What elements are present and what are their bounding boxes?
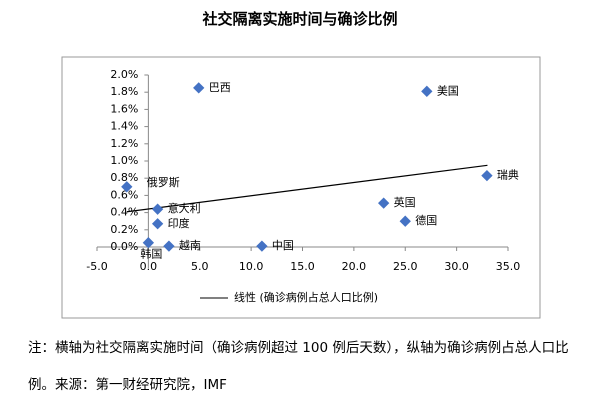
- x-tick-label: 10.0: [239, 260, 264, 273]
- chart-title: 社交隔离实施时间与确诊比例: [201, 10, 397, 28]
- point-label: 瑞典: [497, 168, 519, 182]
- x-tick-label: 0.0: [140, 260, 158, 273]
- x-tick-label: 5.0: [191, 260, 209, 273]
- point-label: 越南: [179, 238, 201, 252]
- point-label: 德国: [415, 213, 437, 227]
- y-tick-label: 1.2%: [110, 137, 138, 150]
- x-tick-label: 20.0: [342, 260, 367, 273]
- point: [151, 203, 164, 215]
- point: [193, 82, 205, 94]
- point: [378, 197, 390, 209]
- x-tick-label: 35.0: [496, 260, 521, 273]
- trendline: [126, 164, 488, 213]
- point: [151, 218, 164, 230]
- legend-label: 线性 (确诊病例占总人口比例): [234, 290, 378, 304]
- note: 注：横轴为社交隔离实施时间（确诊病例超过 100 例后天数），纵轴为确诊病例占总…: [28, 340, 569, 393]
- point-label: 意大利: [168, 201, 201, 215]
- point: [399, 215, 411, 227]
- point-label: 中国: [272, 239, 294, 252]
- x-tick-label: 25.0: [393, 260, 418, 273]
- point: [421, 85, 433, 97]
- point: [142, 237, 155, 249]
- point: [256, 240, 268, 252]
- point: [481, 169, 493, 182]
- chart: 社交隔离实施时间与确诊比例 0.0% 0.2% 0.4% 0.6% 0.8% 1.0% 1.…: [61, 10, 541, 319]
- y-tick-label: 1.6%: [110, 102, 138, 115]
- point-label: 巴西: [209, 81, 231, 94]
- y-tick-label: 1.8%: [110, 85, 138, 98]
- x-tick-label: 30.0: [444, 260, 469, 273]
- y-tick-label: 1.4%: [110, 120, 138, 133]
- point: [163, 240, 175, 252]
- chart-border: [61, 56, 541, 319]
- point-label: 美国: [437, 84, 459, 97]
- point-label: 印度: [168, 216, 190, 230]
- y-tick-label: 0.4%: [110, 206, 138, 219]
- y-tick-label: 0.6%: [110, 188, 138, 201]
- x-tick-label: 15.0: [290, 260, 315, 273]
- point-label: 英国: [394, 195, 416, 209]
- y-tick-label: 0.8%: [110, 171, 138, 184]
- y-tick-label: 2.0%: [110, 68, 138, 81]
- point-label: 俄罗斯: [147, 176, 180, 189]
- y-tick-label: 1.0%: [110, 154, 138, 167]
- x-tick-label: -5.0: [86, 260, 107, 273]
- y-tick-label: 0.0%: [110, 240, 138, 253]
- y-tick-label: 0.2%: [110, 223, 138, 236]
- point-label: 韩国: [140, 247, 162, 261]
